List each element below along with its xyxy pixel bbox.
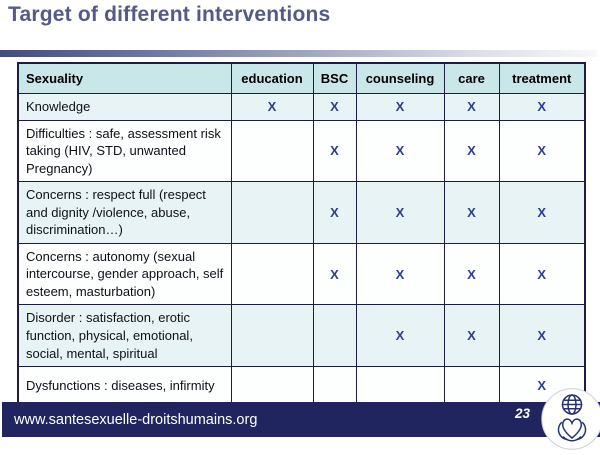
- row-label: Dysfunctions : diseases, infirmity: [17, 366, 232, 407]
- mark-cell: X: [312, 93, 357, 121]
- table-body: Knowledge X X X X X Difficulties : safe, asses…: [17, 93, 586, 407]
- mark-cell: X: [355, 93, 445, 121]
- column-header-treatment: treatment: [498, 62, 586, 94]
- table-row: Knowledge X X X X X: [17, 93, 586, 121]
- mark-cell: X: [498, 93, 586, 121]
- row-label: Concerns : respect full (respect and dig…: [17, 181, 232, 244]
- column-header-bsc: BSC: [312, 62, 357, 94]
- mark-cell: X: [312, 119, 357, 183]
- footer-url: www.santesexuelle-droitshumains.org: [14, 411, 258, 428]
- mark-cell: X: [443, 242, 500, 306]
- column-header-education: education: [230, 62, 314, 94]
- mark-cell: X: [443, 93, 500, 121]
- table-row: Concerns : autonomy (sexual intercourse,…: [17, 242, 586, 306]
- globe-hands-heart-logo-icon: [541, 388, 600, 450]
- mark-cell: X: [443, 304, 500, 368]
- table-header-row: Sexuality education BSC counseling care …: [17, 62, 586, 94]
- empty-cell: [230, 242, 314, 306]
- mark-cell: X: [355, 181, 445, 244]
- mark-cell: X: [498, 304, 586, 368]
- empty-cell: [443, 366, 500, 407]
- column-header-sexuality: Sexuality: [17, 62, 232, 94]
- page-number: 23: [514, 406, 530, 421]
- title-divider-rule: [0, 50, 597, 57]
- table-row: Difficulties : safe, assessment risk tak…: [17, 119, 586, 183]
- mark-cell: X: [355, 304, 445, 368]
- row-label: Disorder : satisfaction, erotic function…: [17, 304, 232, 368]
- mark-cell: X: [355, 119, 445, 183]
- table-row: Concerns : respect full (respect and dig…: [17, 181, 586, 244]
- empty-cell: [230, 304, 314, 368]
- mark-cell: X: [312, 181, 357, 244]
- mark-cell: X: [355, 242, 445, 306]
- mark-cell: X: [443, 119, 500, 183]
- mark-cell: X: [498, 366, 586, 407]
- mark-cell: X: [498, 119, 586, 183]
- interventions-table: Sexuality education BSC counseling care …: [17, 62, 586, 407]
- table-row: Disorder : satisfaction, erotic function…: [17, 304, 586, 368]
- row-label: Concerns : autonomy (sexual intercourse,…: [17, 242, 232, 306]
- row-label: Knowledge: [17, 93, 232, 121]
- empty-cell: [230, 181, 314, 244]
- mark-cell: X: [443, 181, 500, 244]
- mark-cell: X: [498, 181, 586, 244]
- mark-cell: X: [230, 93, 314, 121]
- empty-cell: [230, 119, 314, 183]
- column-header-care: care: [443, 62, 500, 94]
- row-label: Difficulties : safe, assessment risk tak…: [17, 119, 232, 183]
- mark-cell: X: [498, 242, 586, 306]
- footer-band: www.santesexuelle-droitshumains.org 23: [2, 402, 600, 437]
- empty-cell: [355, 366, 445, 407]
- empty-cell: [312, 366, 357, 407]
- column-header-counseling: counseling: [355, 62, 445, 94]
- table-row: Dysfunctions : diseases, infirmity X: [17, 366, 586, 407]
- slide-title: Target of different interventions: [8, 3, 331, 26]
- empty-cell: [230, 366, 314, 407]
- mark-cell: X: [312, 242, 357, 306]
- empty-cell: [312, 304, 357, 368]
